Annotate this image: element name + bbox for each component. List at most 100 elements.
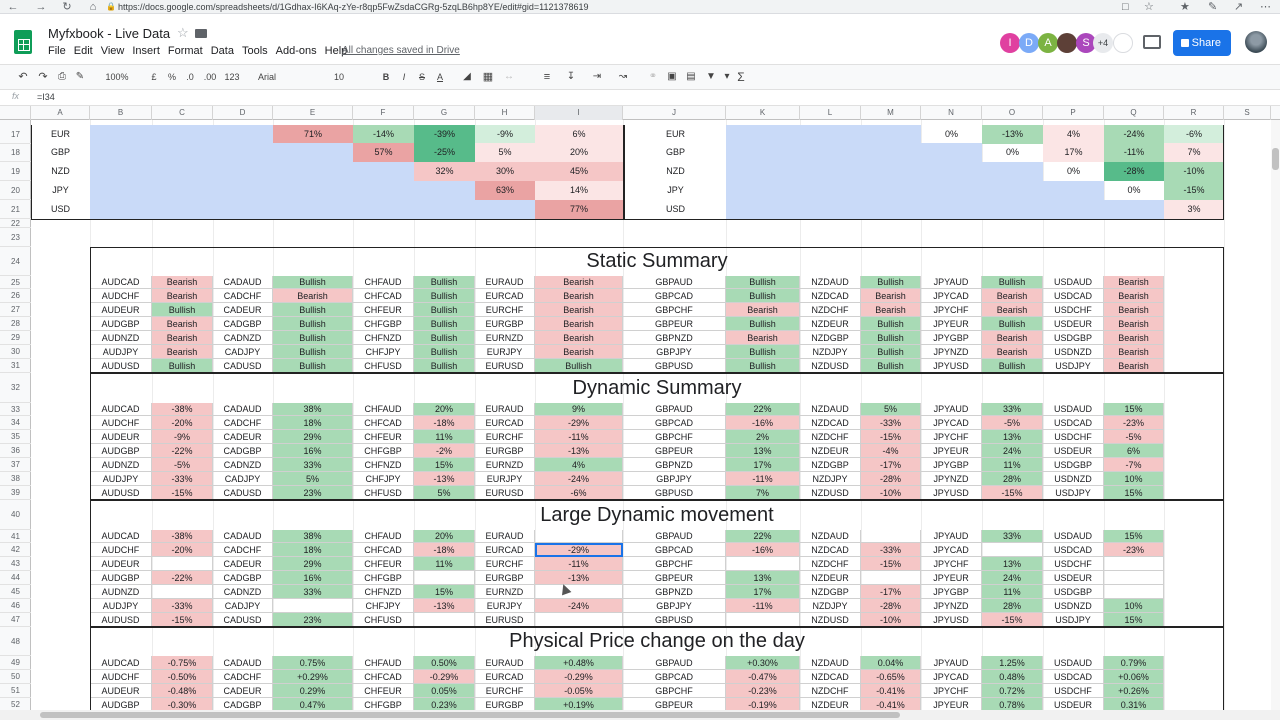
matrix-cell[interactable] [921,181,982,200]
pair-label[interactable]: JPYAUD [921,403,982,416]
pair-label[interactable]: AUDEUR [90,303,152,317]
pair-value[interactable]: 10% [1104,599,1164,613]
pair-label[interactable]: NZDCAD [800,416,861,430]
pair-value[interactable]: 15% [414,458,475,472]
pair-label[interactable]: CHFEUR [353,430,414,444]
column-header-S[interactable]: S [1224,106,1271,120]
matrix-cell[interactable] [213,200,273,219]
pair-value[interactable]: Bullish [414,276,475,289]
pair-label[interactable]: USDCHF [1043,684,1104,698]
row-header-26[interactable]: 26 [0,289,31,303]
row-header-20[interactable]: 20 [0,181,31,200]
pair-label[interactable]: CHFJPY [353,472,414,486]
pair-value[interactable]: -33% [861,543,921,557]
pair-label[interactable]: USDCHF [1043,303,1104,317]
pair-label[interactable]: JPYNZD [921,472,982,486]
pair-label[interactable]: JPYCHF [921,303,982,317]
pair-label[interactable]: GBPAUD [623,530,726,543]
pair-value[interactable]: 29% [273,430,353,444]
pair-value[interactable]: Bearish [861,303,921,317]
pair-value[interactable]: Bearish [152,331,213,345]
row-header-39[interactable]: 39 [0,486,31,500]
pair-label[interactable]: EURJPY [475,345,535,359]
matrix-cell[interactable] [982,162,1043,181]
matrix-cell[interactable] [861,125,921,144]
pair-label[interactable]: GBPUSD [623,359,726,373]
pair-value[interactable]: -0.23% [726,684,800,698]
pair-value[interactable] [414,571,475,585]
pair-value[interactable]: -20% [152,543,213,557]
pair-value[interactable]: +0.30% [726,656,800,670]
pair-value[interactable] [861,530,921,543]
italic-button[interactable]: I [402,72,406,82]
pair-value[interactable]: -7% [1104,458,1164,472]
pair-value[interactable]: 29% [273,557,353,571]
redo-icon[interactable]: ↷ [38,71,48,83]
merge-cells-icon[interactable]: ↔ [504,71,514,82]
pair-label[interactable]: CADAUD [213,403,273,416]
pair-label[interactable]: NZDGBP [800,458,861,472]
column-header-A[interactable]: A [31,106,90,120]
pair-label[interactable]: EURNZD [475,331,535,345]
pair-label[interactable]: AUDCHF [90,543,152,557]
matrix-cell[interactable]: 63% [475,181,535,200]
pair-label[interactable]: USDCAD [1043,670,1104,684]
pair-value[interactable]: Bearish [1104,359,1164,373]
pair-value[interactable]: Bearish [152,276,213,289]
pair-value[interactable]: 33% [273,458,353,472]
pair-label[interactable]: AUDJPY [90,345,152,359]
matrix-row-label[interactable]: EUR [50,129,70,139]
menu-file[interactable]: File [48,45,66,57]
pair-value[interactable] [535,613,623,627]
pair-label[interactable]: EURCAD [475,416,535,430]
pair-value[interactable]: -11% [726,599,800,613]
collaborator-avatar[interactable]: D [1019,33,1039,53]
pair-label[interactable]: NZDAUD [800,530,861,543]
bold-button[interactable]: B [382,72,390,82]
row-header-46[interactable]: 46 [0,599,31,613]
pair-label[interactable]: GBPUSD [623,486,726,500]
pair-value[interactable]: Bullish [273,359,353,373]
pair-label[interactable]: NZDJPY [800,599,861,613]
pair-value[interactable]: 13% [726,444,800,458]
pair-label[interactable]: CADUSD [213,486,273,500]
pair-value[interactable]: +0.19% [535,698,623,710]
pair-label[interactable]: JPYCAD [921,289,982,303]
pair-label[interactable]: NZDUSD [800,359,861,373]
pair-value[interactable]: -33% [152,599,213,613]
matrix-cell[interactable] [800,200,861,219]
pair-value[interactable]: 0.79% [1104,656,1164,670]
home-icon[interactable]: ⌂ [89,1,97,13]
pair-label[interactable]: JPYEUR [921,698,982,710]
column-header-Q[interactable]: Q [1104,106,1164,120]
pair-label[interactable]: CHFJPY [353,345,414,359]
pair-label[interactable]: CHFCAD [353,416,414,430]
row-header-18[interactable]: 18 [0,143,31,162]
pair-label[interactable]: CHFAUD [353,276,414,289]
matrix-cell[interactable] [800,143,861,162]
row-header-47[interactable]: 47 [0,613,31,627]
pair-label[interactable]: CADNZD [213,458,273,472]
pair-value[interactable]: Bullish [982,276,1043,289]
pair-label[interactable]: USDCAD [1043,543,1104,557]
filter-views-icon[interactable]: ▾ [724,71,730,82]
pair-value[interactable]: 38% [273,530,353,543]
pair-value[interactable]: -15% [152,613,213,627]
pair-value[interactable]: +0.06% [1104,670,1164,684]
pair-value[interactable]: Bullish [861,345,921,359]
pair-value[interactable]: -13% [535,571,623,585]
pair-label[interactable]: JPYCAD [921,543,982,557]
matrix-cell[interactable] [414,200,475,219]
matrix-cell[interactable]: 4% [1043,125,1104,144]
pair-value[interactable]: -11% [535,430,623,444]
pair-value[interactable]: 15% [1104,403,1164,416]
column-header-L[interactable]: L [800,106,861,120]
pair-label[interactable]: EURCHF [475,684,535,698]
pair-label[interactable]: JPYUSD [921,359,982,373]
pair-value[interactable]: -15% [152,486,213,500]
pair-label[interactable]: CHFAUD [353,656,414,670]
pair-value[interactable]: Bearish [861,289,921,303]
paint-format-icon[interactable]: ✎ [75,71,85,82]
pair-value[interactable] [1104,557,1164,571]
pair-value[interactable]: -18% [414,416,475,430]
